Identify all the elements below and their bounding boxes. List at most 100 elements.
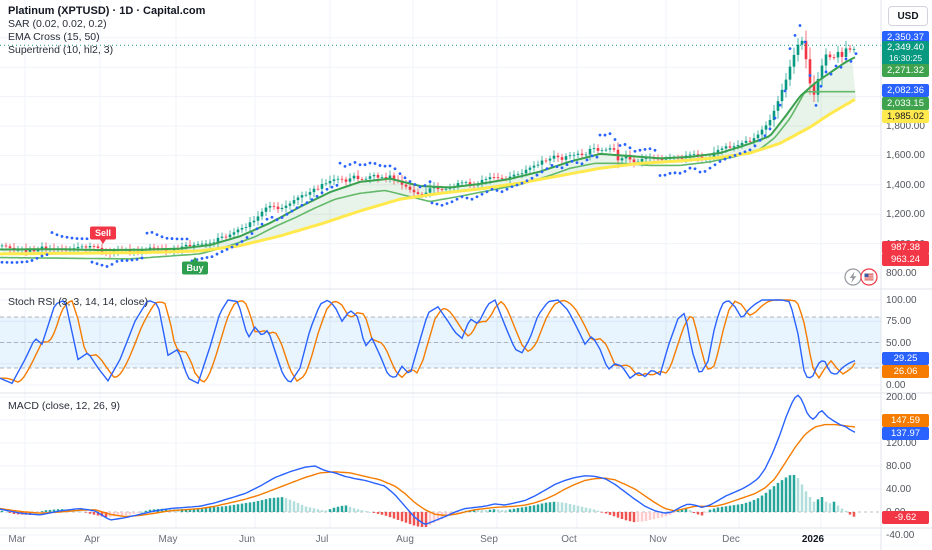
macd-histogram-bar [456, 512, 460, 514]
macd-histogram-bar [844, 510, 848, 512]
sell-marker[interactable]: Sell [90, 226, 116, 245]
sar-dot [450, 200, 454, 204]
indicator-sar[interactable]: SAR (0.02, 0.02, 0.2) [8, 18, 107, 30]
sar-dot [135, 258, 139, 261]
macd-histogram-bar [4, 511, 8, 513]
sar-dot [475, 195, 479, 199]
macd-histogram-bar [44, 510, 48, 512]
time-axis-label[interactable]: Jul [315, 534, 329, 545]
macd-histogram-bar [412, 512, 416, 526]
time-axis-label[interactable]: Mar [8, 534, 26, 545]
sar-dot [834, 64, 838, 68]
macd-histogram-bar [540, 503, 544, 512]
time-axis-label[interactable]: Nov [649, 534, 667, 545]
sar-dot [320, 191, 324, 195]
time-axis-label[interactable]: Apr [84, 534, 100, 545]
macd-histogram-bar [560, 502, 564, 512]
time-axis-label[interactable]: Aug [396, 534, 414, 545]
indicator-supertrend[interactable]: Supertrend (10, hl2, 3) [8, 44, 114, 56]
symbol-title[interactable]: Platinum (XPTUSD) · 1D · Capital.com [8, 5, 206, 17]
sar-dot [300, 203, 304, 207]
sar-dot [530, 176, 534, 180]
macd-histogram-bar [732, 505, 736, 512]
buy-marker[interactable]: Buy [182, 257, 208, 275]
macd-histogram-bar [768, 489, 772, 512]
sar-dot [653, 148, 657, 152]
sar-dot [758, 138, 762, 142]
time-axis-label[interactable]: Oct [561, 534, 577, 545]
sar-dot [565, 163, 569, 167]
sar-dot [383, 164, 387, 168]
sar-dot [849, 59, 853, 63]
macd-histogram-bar [500, 509, 504, 512]
price-badge: 2,271.32 [882, 63, 929, 77]
price-pane[interactable]: Sell Buy [0, 24, 881, 275]
macd-histogram-bar [620, 512, 624, 520]
macd-histogram-bar [712, 508, 716, 512]
sar-dot [230, 245, 234, 249]
sar-dot [20, 260, 24, 264]
sar-dot [688, 166, 692, 170]
sar-dot [245, 236, 249, 239]
sar-dot [280, 216, 284, 219]
event-icons[interactable] [844, 268, 878, 286]
macd-histogram-bar [384, 512, 388, 516]
us-flag-icon[interactable] [860, 268, 878, 286]
sar-dot [808, 74, 812, 77]
sar-dot [40, 254, 44, 258]
macd-histogram-bar [116, 512, 120, 517]
sar-dot [105, 265, 109, 268]
macd-histogram-bar [604, 512, 608, 514]
sar-dot [500, 190, 504, 194]
sar-dot [693, 167, 697, 171]
macd-histogram-bar [472, 509, 476, 512]
macd-histogram-bar [276, 497, 280, 512]
time-axis-label[interactable]: Dec [722, 534, 740, 545]
sar-dot [378, 164, 382, 167]
macd-histogram-bar [128, 512, 132, 515]
stoch-rsi-pane[interactable] [0, 298, 881, 385]
macd-histogram-bar [592, 509, 596, 512]
sar-dot [240, 240, 244, 243]
sar-dot [773, 116, 777, 120]
macd-histogram-bar [8, 512, 12, 513]
time-axis-label[interactable]: Sep [480, 534, 498, 545]
sar-dot [185, 237, 189, 241]
macd-histogram-bar [812, 501, 816, 512]
time-axis-label[interactable]: May [158, 534, 178, 545]
macd-histogram-bar [736, 504, 740, 512]
time-axis-label[interactable]: Jun [238, 534, 256, 545]
sar-dot [490, 187, 494, 191]
price-badge: 2,033.15 [882, 96, 929, 110]
macd-histogram-bar [396, 512, 400, 520]
axis-tick-label: 50.00 [886, 337, 912, 349]
sar-dot [803, 40, 807, 44]
sar-dot [225, 247, 229, 251]
sar-dot [5, 260, 9, 264]
macd-histogram-bar [760, 495, 764, 512]
macd-pane[interactable] [0, 394, 881, 527]
macd-pane-title[interactable]: MACD (close, 12, 26, 9) [8, 400, 121, 412]
macd-histogram-bar [776, 482, 780, 512]
sar-dot [60, 235, 64, 238]
sar-dot [678, 171, 682, 175]
sar-dot [525, 179, 529, 183]
sar-dot [373, 162, 377, 165]
macd-histogram-bar [408, 512, 412, 525]
currency-button[interactable]: USD [888, 6, 928, 26]
sar-dot [353, 161, 357, 164]
macd-histogram-bar [828, 503, 832, 512]
macd-histogram-bar [372, 512, 376, 513]
indicator-ema-cross[interactable]: EMA Cross (15, 50) [8, 31, 100, 43]
stoch-rsi-pane-title[interactable]: Stoch RSI (3, 3, 14, 14, close) [8, 296, 149, 308]
sar-dot [814, 103, 818, 107]
macd-histogram-bar [88, 512, 92, 514]
macd-histogram-bar [236, 504, 240, 512]
time-axis-label[interactable]: 2026 [801, 534, 825, 545]
macd-histogram-bar [392, 512, 396, 519]
sar-dot [743, 150, 747, 154]
macd-histogram-bar [124, 512, 128, 516]
macd-histogram-bar [612, 512, 616, 517]
sar-dot [753, 144, 757, 148]
